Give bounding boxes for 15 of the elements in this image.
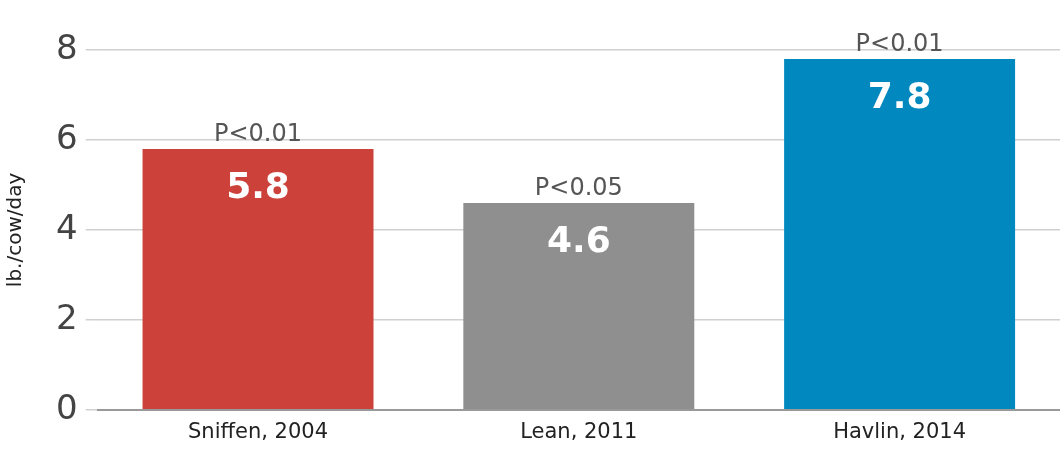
y-tick-label: 4 <box>55 206 78 247</box>
y-axis-title: lb./cow/day <box>2 172 27 288</box>
data-label: 7.8 <box>867 75 932 117</box>
x-tick-label: Havlin, 2014 <box>833 418 967 443</box>
y-tick-label: 8 <box>55 26 78 67</box>
x-tick-label: Sniffen, 2004 <box>188 418 329 443</box>
annotation: P<0.01 <box>855 29 944 58</box>
annotation: P<0.01 <box>214 119 303 148</box>
y-tick-label: 0 <box>55 386 78 427</box>
data-label: 5.8 <box>226 165 290 207</box>
y-tick-label: 6 <box>55 116 78 157</box>
x-tick-label: Lean, 2011 <box>520 418 638 443</box>
data-label: 4.6 <box>546 219 611 261</box>
y-tick-label: 2 <box>55 296 78 337</box>
annotation: P<0.05 <box>534 173 623 202</box>
